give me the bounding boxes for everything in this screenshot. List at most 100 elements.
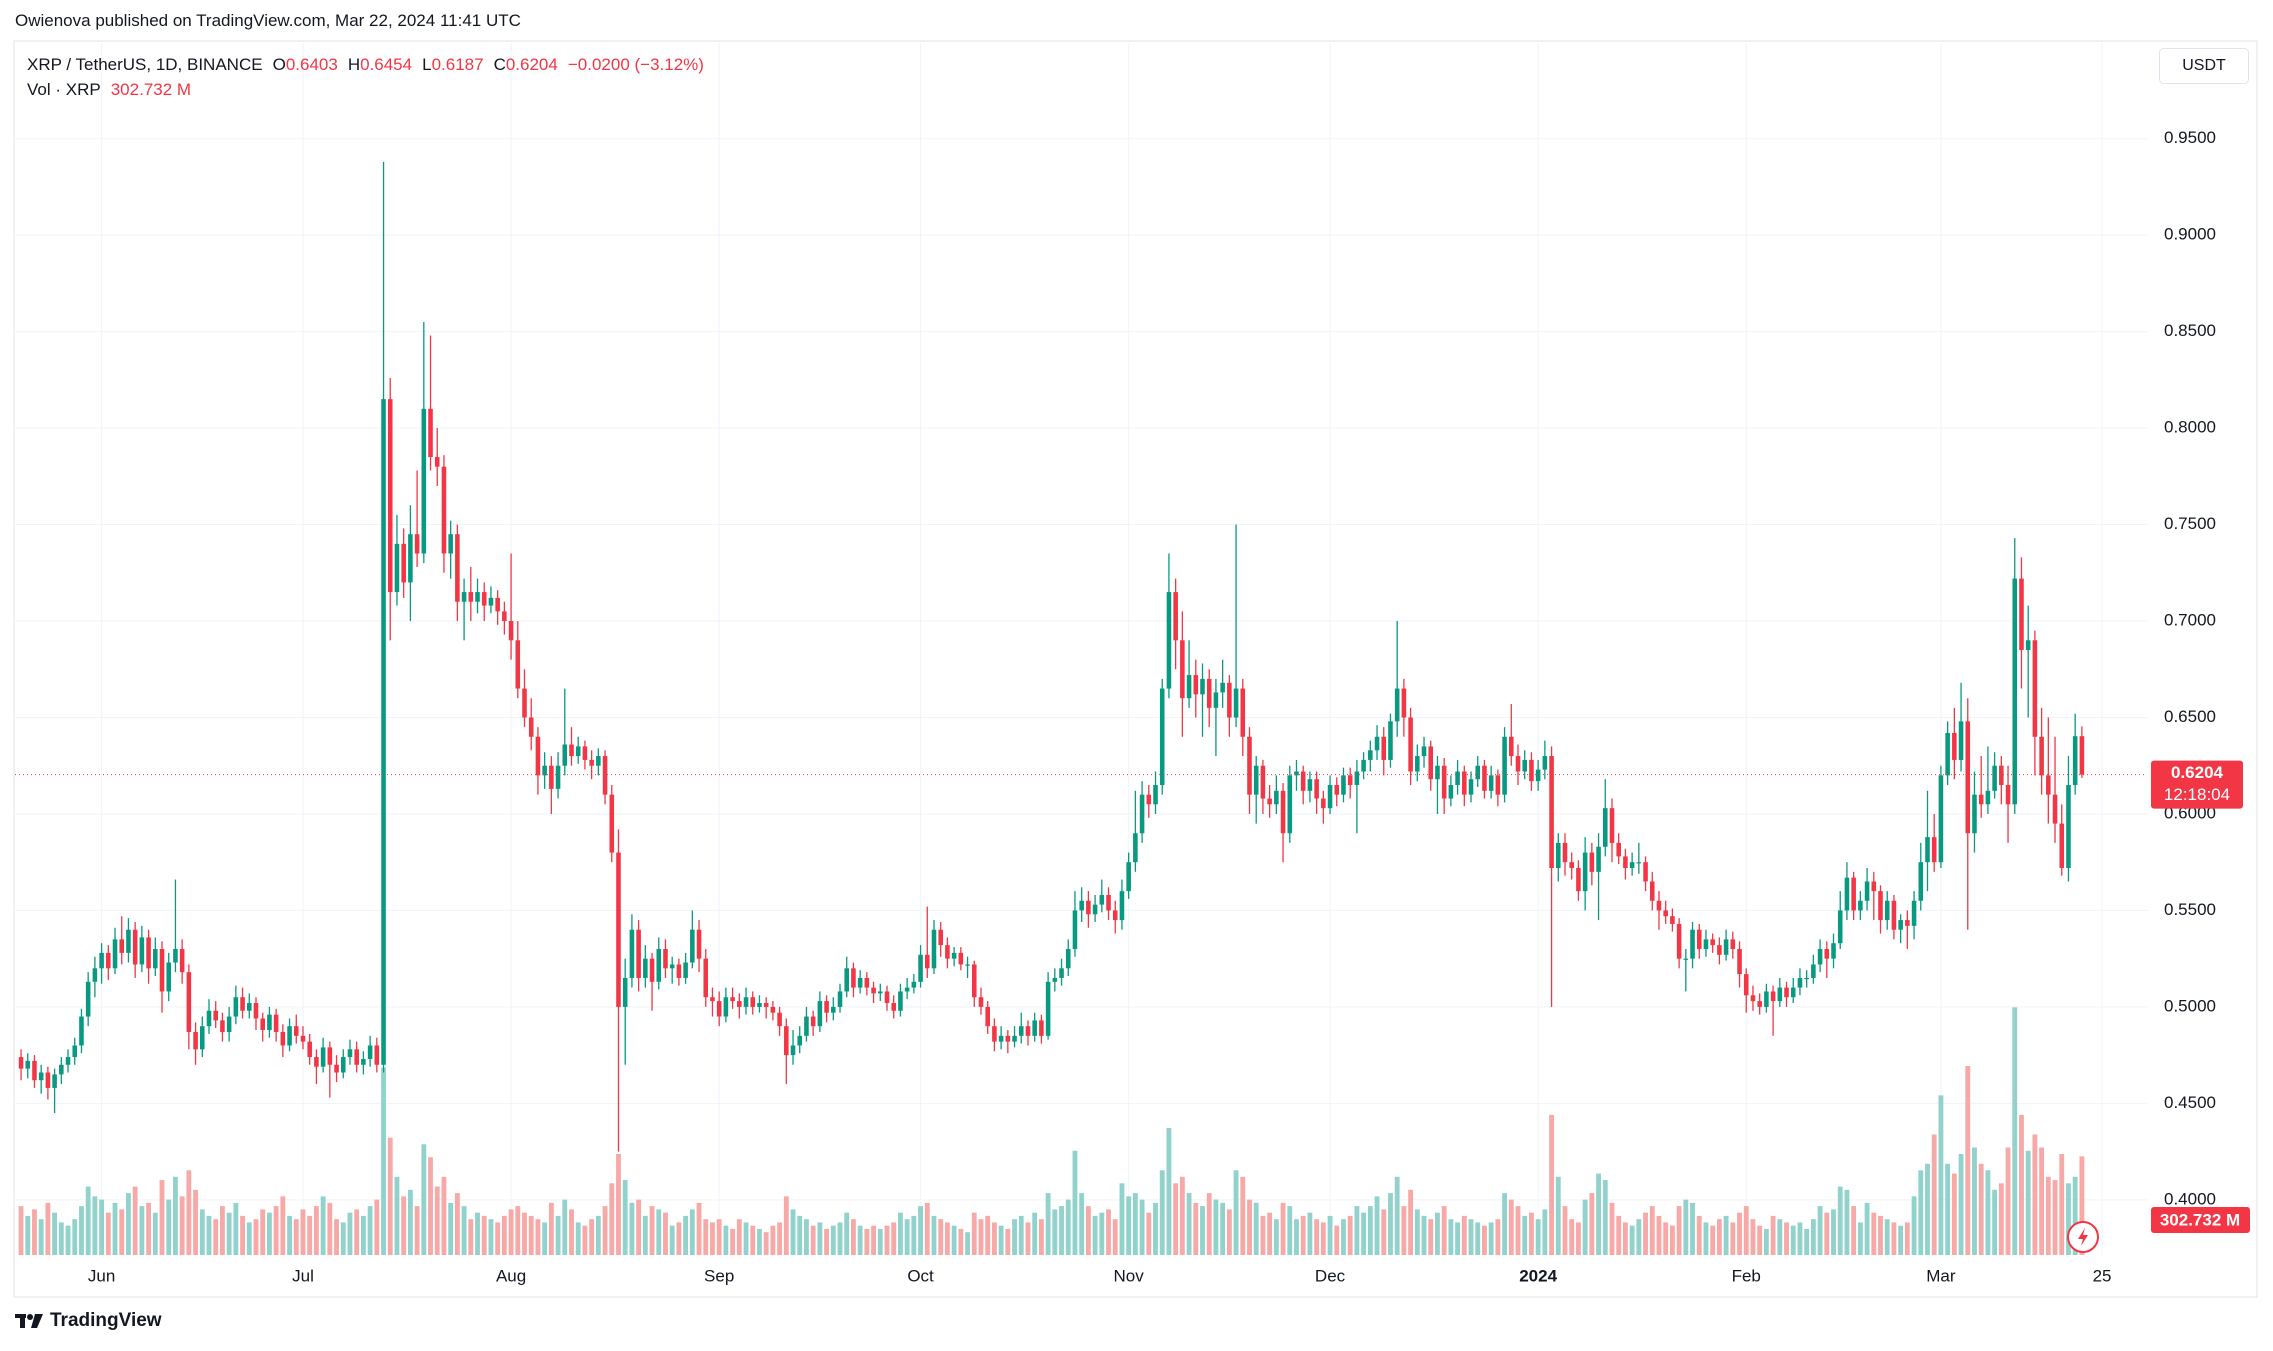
candle-body (569, 744, 574, 757)
volume-bar (582, 1225, 588, 1255)
volume-bar (1992, 1189, 1998, 1255)
candle-body (1596, 846, 1601, 872)
candle-body (1502, 736, 1507, 795)
candle-body (1092, 904, 1098, 915)
volume-bar (360, 1215, 366, 1255)
volume-bar (1864, 1202, 1870, 1255)
volume-bar (757, 1228, 762, 1255)
volume-bar (1448, 1219, 1454, 1255)
volume-bar (1998, 1183, 2004, 1255)
candle-body (2046, 775, 2051, 795)
volume-bar (730, 1228, 736, 1255)
volume-bar (2039, 1147, 2045, 1255)
candle-body (1696, 929, 1702, 950)
volume-bar (58, 1222, 64, 1255)
candle-body (831, 1006, 836, 1013)
candle-body (1616, 842, 1621, 857)
candle-body (891, 1003, 896, 1011)
candle-body (1589, 852, 1595, 872)
volume-bar (562, 1199, 568, 1255)
candle-body (1911, 900, 1917, 926)
candles (18, 161, 2085, 1152)
volume-bar (2005, 1147, 2011, 1255)
volume-bar (1012, 1219, 1017, 1255)
candle-body (1844, 877, 1850, 911)
volume-bar (434, 1186, 440, 1255)
volume-bar (2066, 1183, 2071, 1255)
candle-body (1314, 779, 1319, 799)
volume-bar (1844, 1189, 1850, 1255)
volume-bar (790, 1209, 796, 1255)
volume-bar (1831, 1209, 1836, 1255)
volume-bar (1206, 1193, 1212, 1255)
volume-bar (374, 1199, 380, 1255)
candle-body (153, 949, 158, 969)
volume-bar (985, 1215, 991, 1255)
volume-bar (877, 1228, 883, 1255)
volume-bar (1267, 1212, 1273, 1255)
volume-bar (817, 1222, 823, 1255)
volume-bar (1341, 1219, 1346, 1255)
y-tick-label: 0.9000 (2164, 225, 2216, 244)
candle-body (1905, 920, 1910, 926)
candle-body (2066, 785, 2071, 868)
volume-bar (1099, 1212, 1105, 1255)
volume-bar (1038, 1219, 1044, 1255)
volume-bar (481, 1215, 487, 1255)
volume-bar (1435, 1212, 1440, 1255)
volume-bar (1569, 1219, 1575, 1255)
candle-body (555, 765, 561, 789)
volume-bar (273, 1206, 279, 1255)
volume-bar (428, 1157, 433, 1255)
currency-button[interactable]: USDT (2159, 48, 2249, 84)
volume-bar (233, 1202, 239, 1255)
volume-bar (1871, 1212, 1877, 1255)
candle-body (1556, 842, 1561, 868)
candle-body (663, 949, 668, 969)
volume-bar (1750, 1219, 1756, 1255)
alert-icon[interactable] (2067, 1221, 2099, 1253)
candle-body (602, 756, 608, 795)
volume-bar (777, 1222, 783, 1255)
candle-body (2059, 823, 2065, 868)
candle-body (1884, 900, 1890, 921)
volume-bar (1669, 1225, 1675, 1255)
volume-bar (918, 1206, 923, 1255)
volume-bar (696, 1202, 702, 1255)
candle-body (1683, 958, 1689, 960)
candle-body (1609, 808, 1615, 843)
volume-bar (79, 1206, 84, 1255)
candle-body (515, 640, 521, 689)
volume-bar (1132, 1193, 1138, 1255)
volume-bar (1401, 1206, 1407, 1255)
brand-name: TradingView (50, 1310, 162, 1331)
volume-bar (1146, 1212, 1152, 1255)
candle-body (2079, 736, 2085, 775)
candle-body (226, 1016, 232, 1032)
candle-body (2012, 578, 2018, 805)
volume-bar (226, 1212, 232, 1255)
axes: 0.40000.45000.50000.55000.60000.65000.70… (88, 128, 2216, 1285)
volume-bar (1441, 1206, 1447, 1255)
volume-bar (548, 1202, 554, 1255)
candle-body (267, 1014, 272, 1031)
legend-row: XRP / TetherUS, 1D, BINANCE O 0.6403 H 0.64… (27, 52, 714, 77)
alert-bolt[interactable] (2078, 1228, 2088, 1246)
volume-bar (575, 1222, 581, 1255)
candle-body (401, 543, 406, 583)
candle-body (1166, 592, 1172, 689)
candle-body (1750, 995, 1756, 1002)
volume-bar (2045, 1176, 2051, 1255)
volume-bar (669, 1225, 675, 1255)
candle-body (737, 1001, 742, 1007)
candle-body (455, 534, 460, 602)
candle-body (1938, 775, 1944, 863)
candle-body (904, 987, 910, 992)
y-tick-label: 0.5000 (2164, 996, 2216, 1015)
volume-bar (381, 1067, 386, 1255)
volume-bar (2059, 1154, 2065, 1255)
volume-bar (1508, 1199, 1514, 1255)
candle-body (1958, 721, 1964, 760)
y-tick-label: 0.8000 (2164, 418, 2216, 437)
